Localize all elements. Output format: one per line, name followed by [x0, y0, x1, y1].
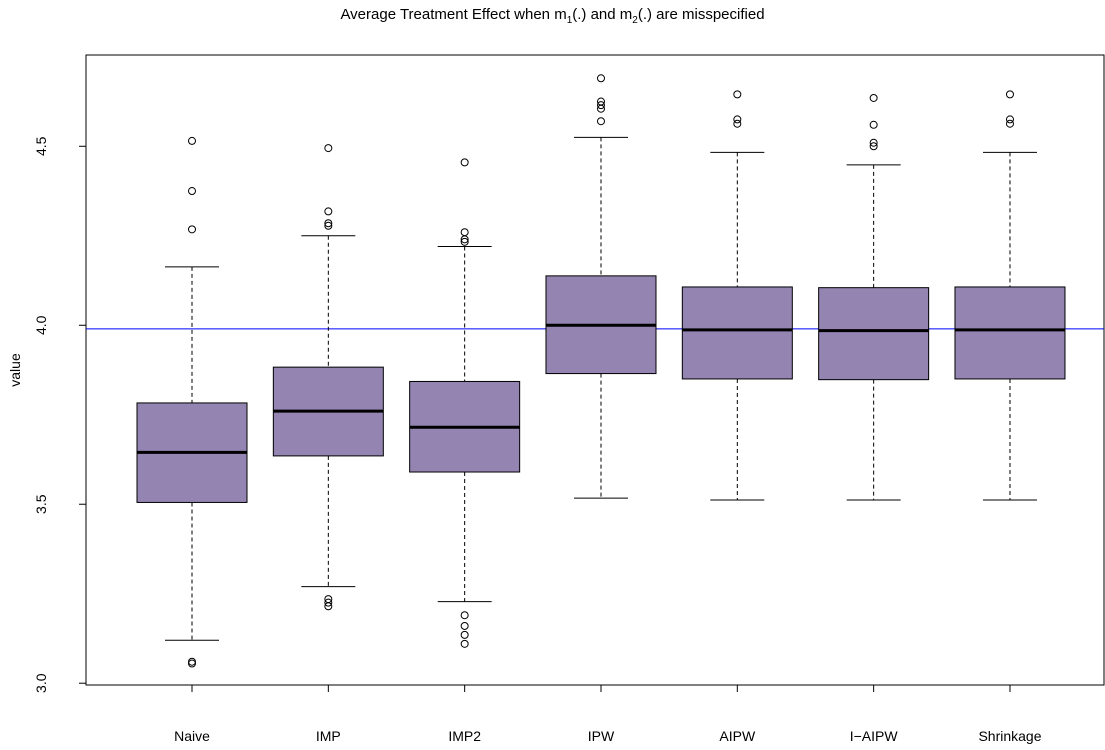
y-tick-label: 3.5	[33, 494, 49, 514]
box-i-aipw	[818, 287, 930, 381]
box-aipw	[681, 286, 793, 380]
y-tick-label: 4.0	[33, 315, 49, 335]
y-axis-label: value	[7, 353, 23, 387]
outlier-point	[188, 136, 196, 145]
y-tick-label: 4.5	[33, 136, 49, 156]
title-text: Average Treatment Effect when m	[340, 6, 567, 23]
outlier-point	[460, 611, 469, 620]
outlier-point	[188, 225, 196, 234]
outlier-point	[324, 207, 333, 216]
outlier-point	[324, 219, 333, 228]
x-tick-label: I−AIPW	[850, 728, 899, 744]
title-subscript: 1	[566, 15, 573, 26]
outlier-point	[188, 187, 196, 196]
outlier-point	[596, 97, 605, 106]
x-tick-label: IMP2	[448, 728, 481, 744]
outlier-point	[733, 115, 742, 124]
outlier-point	[460, 237, 469, 246]
title-subscript: 2	[632, 15, 638, 26]
outlier-point	[1005, 119, 1014, 128]
outlier-point	[596, 117, 605, 126]
outlier-point	[324, 144, 333, 153]
y-tick-label: 3.0	[33, 673, 49, 693]
x-tick-label: Naive	[174, 728, 210, 744]
outlier-point	[324, 598, 333, 607]
x-tick-label: IMP	[316, 728, 341, 744]
outlier-point	[460, 630, 469, 639]
x-tick-label: Shrinkage	[978, 728, 1041, 744]
outlier-point	[1005, 115, 1014, 124]
outlier-point	[596, 101, 605, 110]
x-tick-label: AIPW	[719, 728, 756, 744]
x-tick-label: IPW	[588, 728, 615, 744]
outlier-point	[869, 138, 878, 147]
outlier-point	[869, 93, 878, 102]
outlier-point	[324, 595, 333, 604]
outlier-point	[596, 74, 605, 83]
outlier-point	[188, 657, 196, 666]
outlier-point	[324, 221, 333, 230]
outlier-point	[869, 120, 878, 129]
title-text: (.) and m	[572, 6, 633, 23]
outlier-point	[460, 621, 469, 630]
outlier-point	[869, 142, 878, 151]
outlier-point	[1005, 90, 1014, 99]
chart-title: Average Treatment Effect when m1(.) and …	[0, 6, 1105, 26]
box-shrinkage	[954, 286, 1066, 380]
outlier-point	[460, 158, 469, 167]
plot-frame	[85, 54, 1105, 686]
outlier-point	[733, 90, 742, 99]
outlier-point	[460, 639, 469, 648]
outlier-point	[460, 228, 469, 237]
outlier-point	[733, 119, 742, 128]
title-text: (.) are misspecified	[637, 6, 765, 23]
